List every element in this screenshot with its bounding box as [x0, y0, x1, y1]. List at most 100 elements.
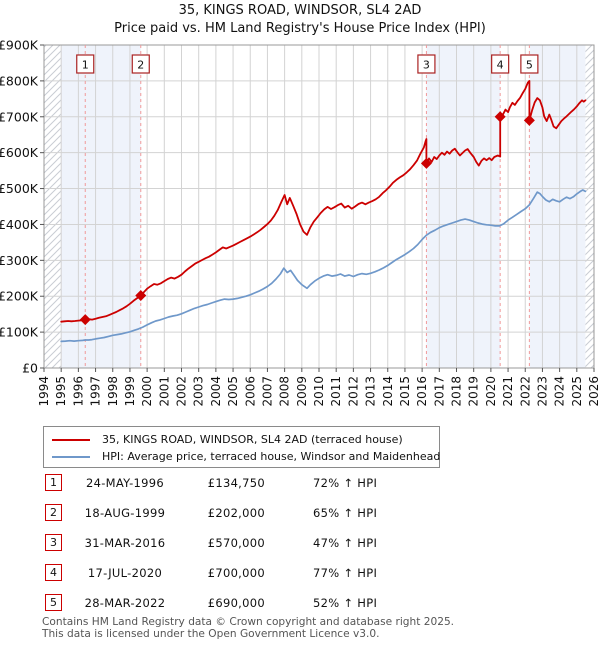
x-axis-label: 1997	[89, 376, 103, 407]
x-axis-label: 2004	[209, 376, 223, 407]
y-axis-label: £200K	[0, 289, 39, 304]
chart-title: 35, KINGS ROAD, WINDSOR, SL4 2AD	[178, 3, 422, 18]
footer-line-1: Contains HM Land Registry data © Crown c…	[42, 616, 455, 628]
sale-marker-number: 1	[82, 59, 89, 72]
sale-price: £690,000	[207, 596, 265, 610]
x-axis-label: 1996	[71, 376, 85, 407]
sale-date: 18-AUG-1999	[84, 506, 166, 520]
x-axis-label: 2008	[278, 376, 292, 407]
sale-vs-hpi: 72% ↑ HPI	[313, 476, 378, 490]
no-data-hatch	[44, 45, 62, 368]
sale-date: 17-JUL-2020	[87, 566, 163, 580]
x-axis-label: 1994	[37, 376, 51, 407]
sale-date: 28-MAR-2022	[84, 596, 166, 610]
y-axis-label: £500K	[0, 181, 39, 196]
x-axis-label: 2015	[398, 376, 412, 407]
x-axis-label: 2013	[364, 376, 378, 407]
sale-vs-hpi: 77% ↑ HPI	[313, 566, 378, 580]
price-paid-line	[60, 80, 587, 323]
x-axis-label: 2023	[535, 376, 549, 407]
table-row: 5 28-MAR-2022 £690,000 52% ↑ HPI	[45, 590, 565, 620]
x-axis-label: 2001	[157, 376, 171, 407]
table-row: 1 24-MAY-1996 £134,750 72% ↑ HPI	[45, 470, 565, 500]
sale-number-badge: 3	[45, 534, 62, 551]
sale-marker-box	[520, 54, 539, 74]
x-axis-label: 2026	[587, 376, 600, 407]
x-axis-label: 2019	[467, 376, 481, 407]
sale-marker-number: 2	[137, 59, 144, 72]
x-axis-label: 2005	[226, 376, 240, 407]
hpi-line-swatch	[52, 455, 90, 458]
x-axis-label: 2009	[295, 376, 309, 407]
x-axis-label: 1995	[54, 376, 68, 407]
x-axis-label: 2007	[260, 376, 274, 407]
y-axis-label: £700K	[0, 109, 39, 124]
y-axis-label: £600K	[0, 145, 39, 160]
x-axis-label: 2017	[432, 376, 446, 407]
sale-marker-diamond	[135, 290, 147, 302]
sale-marker-box	[76, 54, 95, 74]
x-axis-label: 2021	[501, 376, 515, 407]
chart-subtitle: Price paid vs. HM Land Registry's House …	[114, 21, 486, 36]
x-axis-label: 2003	[192, 376, 206, 407]
sale-date: 31-MAR-2016	[84, 536, 166, 550]
price-history-chart: £0 £100K £200K £300K £400K £500K £600K £700K £80…	[0, 38, 600, 407]
sale-number-badge: 4	[45, 564, 62, 581]
sale-marker-number: 3	[423, 59, 430, 72]
x-axis-label: 2025	[570, 376, 584, 407]
legend-item-label: 35, KINGS ROAD, WINDSOR, SL4 2AD (terrac…	[102, 433, 403, 446]
y-axis-label: £300K	[0, 253, 39, 268]
sales-table: 1 24-MAY-1996 £134,750 72% ↑ HPI 2 18-AU…	[45, 470, 565, 620]
x-axis-label: 2006	[243, 376, 257, 407]
sale-marker-box	[417, 54, 436, 74]
sale-price: £134,750	[207, 476, 265, 490]
sale-marker-number: 5	[526, 59, 533, 72]
shaded-band	[61, 45, 141, 368]
x-axis-label: 1999	[123, 376, 137, 407]
table-row: 4 17-JUL-2020 £700,000 77% ↑ HPI	[45, 560, 565, 590]
sale-price: £700,000	[207, 566, 265, 580]
shaded-band	[426, 45, 501, 368]
sale-number-badge: 5	[45, 594, 62, 611]
x-axis-label: 2022	[518, 376, 532, 407]
sale-number-badge: 2	[45, 504, 62, 521]
no-data-hatch	[585, 45, 594, 368]
x-axis-label: 2000	[140, 376, 154, 407]
y-axis-label: £0	[22, 361, 38, 376]
x-axis-label: 2002	[175, 376, 189, 407]
x-axis-label: 2024	[553, 376, 567, 407]
sale-price: £570,000	[207, 536, 265, 550]
sale-vs-hpi: 47% ↑ HPI	[313, 536, 378, 550]
y-axis-label: £100K	[0, 325, 39, 340]
table-row: 3 31-MAR-2016 £570,000 47% ↑ HPI	[45, 530, 565, 560]
legend-item-price-paid: 35, KINGS ROAD, WINDSOR, SL4 2AD (terrac…	[52, 431, 439, 448]
sale-marker-box	[491, 54, 510, 74]
sale-marker-number: 4	[497, 59, 504, 72]
chart-legend: 35, KINGS ROAD, WINDSOR, SL4 2AD (terrac…	[43, 426, 440, 468]
legend-item-hpi: HPI: Average price, terraced house, Wind…	[52, 448, 441, 465]
sale-marker-diamond	[420, 157, 432, 169]
hpi-line	[60, 189, 587, 343]
sale-date: 24-MAY-1996	[85, 476, 165, 490]
sale-marker-diamond	[494, 111, 506, 123]
sale-marker-box	[131, 54, 150, 74]
x-axis-label: 2018	[450, 376, 464, 407]
x-axis-label: 2020	[484, 376, 498, 407]
sale-vs-hpi: 52% ↑ HPI	[313, 596, 378, 610]
x-axis-label: 2012	[346, 376, 360, 407]
x-axis-label: 2011	[329, 376, 343, 407]
legend-item-label: HPI: Average price, terraced house, Wind…	[102, 450, 441, 463]
sale-marker-diamond	[79, 314, 91, 326]
x-axis-label: 2010	[312, 376, 326, 407]
table-row: 2 18-AUG-1999 £202,000 65% ↑ HPI	[45, 500, 565, 530]
copyright-footer: Contains HM Land Registry data © Crown c…	[42, 616, 582, 640]
y-axis-label: £400K	[0, 217, 39, 232]
sale-price: £202,000	[207, 506, 265, 520]
sale-marker-diamond	[523, 114, 535, 126]
x-axis-label: 2016	[415, 376, 429, 407]
footer-line-2: This data is licensed under the Open Gov…	[42, 627, 380, 640]
x-axis-label: 2014	[381, 376, 395, 407]
sale-vs-hpi: 65% ↑ HPI	[313, 506, 378, 520]
x-axis-label: 1998	[106, 376, 120, 407]
